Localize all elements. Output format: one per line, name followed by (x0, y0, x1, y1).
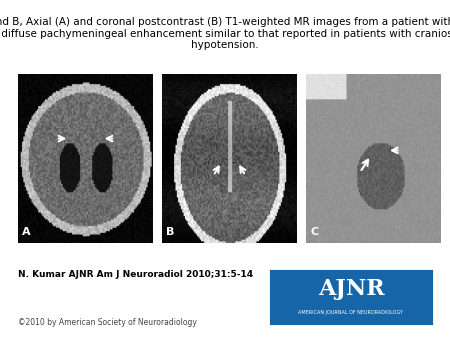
Text: N. Kumar AJNR Am J Neuroradiol 2010;31:5-14: N. Kumar AJNR Am J Neuroradiol 2010;31:5… (18, 270, 253, 280)
Text: A and B, Axial (A) and coronal postcontrast (B) T1-weighted MR images from a pat: A and B, Axial (A) and coronal postcontr… (0, 17, 450, 50)
Text: ©2010 by American Society of Neuroradiology: ©2010 by American Society of Neuroradiol… (18, 318, 197, 327)
Text: A: A (22, 226, 31, 237)
Text: AMERICAN JOURNAL OF NEURORADIOLOGY: AMERICAN JOURNAL OF NEURORADIOLOGY (298, 310, 404, 315)
Text: B: B (166, 226, 175, 237)
Text: C: C (310, 226, 318, 237)
Text: AJNR: AJNR (318, 278, 384, 300)
